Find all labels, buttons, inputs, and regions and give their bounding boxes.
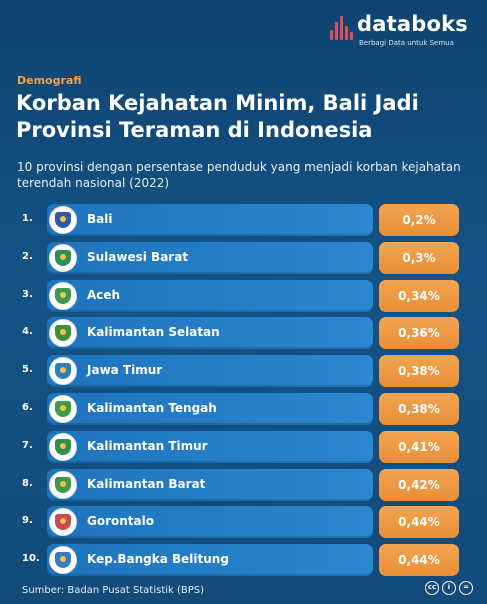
kalimantan-timur-emblem-icon <box>49 432 77 461</box>
cc-icon: cc <box>425 581 439 595</box>
rank-label: 7. <box>22 439 33 451</box>
value-label: 0,36% <box>379 317 459 350</box>
gorontalo-emblem-icon <box>49 508 77 537</box>
province-name: Kalimantan Tengah <box>87 401 217 415</box>
databoks-logo: databoks Berbagi Data untuk Semua <box>329 12 469 52</box>
table-row: 4. Kalimantan Selatan 0,36% <box>0 317 487 350</box>
table-row: 1. Bali 0,2% <box>0 204 487 236</box>
value-label: 0,2% <box>379 204 459 236</box>
rank-label: 8. <box>22 477 33 489</box>
value-label: 0,42% <box>379 468 459 501</box>
kalimantan-tengah-emblem-icon <box>49 395 77 423</box>
table-row: 7. Kalimantan Timur 0,41% <box>0 430 487 463</box>
province-bar: Jawa Timur <box>47 355 373 388</box>
aceh-emblem-icon <box>49 281 77 310</box>
table-row: 3. Aceh 0,34% <box>0 279 487 312</box>
table-row: 10. Kep.Bangka Belitung 0,44% <box>0 544 487 577</box>
rank-label: 4. <box>22 326 33 338</box>
rank-label: 6. <box>22 402 33 413</box>
kalimantan-selatan-emblem-icon <box>49 319 77 348</box>
rank-label: 3. <box>22 288 33 300</box>
page-subtitle: 10 provinsi dengan persentase penduduk y… <box>17 160 461 190</box>
province-name: Kalimantan Timur <box>87 438 208 453</box>
table-row: 6. Kalimantan Tengah 0,38% <box>0 393 487 425</box>
province-name: Kalimantan Selatan <box>87 325 220 340</box>
province-bar: Bali <box>47 204 373 236</box>
value-label: 0,38% <box>379 355 459 388</box>
province-bar: Sulawesi Barat <box>47 241 373 274</box>
province-name: Aceh <box>87 287 121 302</box>
kalimantan-barat-emblem-icon <box>49 470 77 499</box>
rank-label: 2. <box>22 250 33 262</box>
value-label: 0,38% <box>379 393 459 425</box>
value-label: 0,41% <box>379 430 459 463</box>
rank-label: 5. <box>22 364 33 376</box>
value-label: 0,44% <box>379 506 459 539</box>
province-name: Bali <box>87 212 113 226</box>
jawa-timur-emblem-icon <box>49 357 77 386</box>
province-bar: Kalimantan Tengah <box>47 393 373 425</box>
province-bar: Kalimantan Barat <box>47 468 373 501</box>
province-bar: Gorontalo <box>47 506 373 539</box>
province-name: Kalimantan Barat <box>87 476 206 491</box>
value-label: 0,34% <box>379 279 459 312</box>
province-bar: Kep.Bangka Belitung <box>47 544 373 577</box>
value-label: 0,3% <box>379 241 459 274</box>
table-row: 9. Gorontalo 0,44% <box>0 506 487 539</box>
province-bar: Kalimantan Selatan <box>47 317 373 350</box>
category-label: Demografi <box>17 74 82 87</box>
province-name: Kep.Bangka Belitung <box>87 552 229 567</box>
bangka-belitung-emblem-icon <box>49 546 77 575</box>
rank-label: 10. <box>22 553 40 565</box>
brand-tagline: Berbagi Data untuk Semua <box>359 39 454 47</box>
databoks-bars-icon <box>329 14 355 40</box>
sulawesi-barat-emblem-icon <box>49 243 77 272</box>
province-name: Jawa Timur <box>87 363 163 378</box>
province-name: Sulawesi Barat <box>87 249 189 264</box>
page-title: Korban Kejahatan Minim, Bali Jadi Provin… <box>16 91 419 142</box>
rank-label: 1. <box>22 213 33 224</box>
brand-name: databoks <box>357 12 468 36</box>
table-row: 5. Jawa Timur 0,38% <box>0 355 487 388</box>
value-label: 0,44% <box>379 544 459 577</box>
table-row: 8. Kalimantan Barat 0,42% <box>0 468 487 501</box>
province-bar: Kalimantan Timur <box>47 430 373 463</box>
province-name: Gorontalo <box>87 514 154 529</box>
source-note: Sumber: Badan Pusat Statistik (BPS) <box>22 585 205 596</box>
rank-label: 9. <box>22 515 33 527</box>
bali-emblem-icon <box>49 206 77 234</box>
province-bar: Aceh <box>47 279 373 312</box>
nd-icon: = <box>459 581 473 595</box>
by-icon: i <box>442 581 456 595</box>
table-row: 2. Sulawesi Barat 0,3% <box>0 241 487 274</box>
